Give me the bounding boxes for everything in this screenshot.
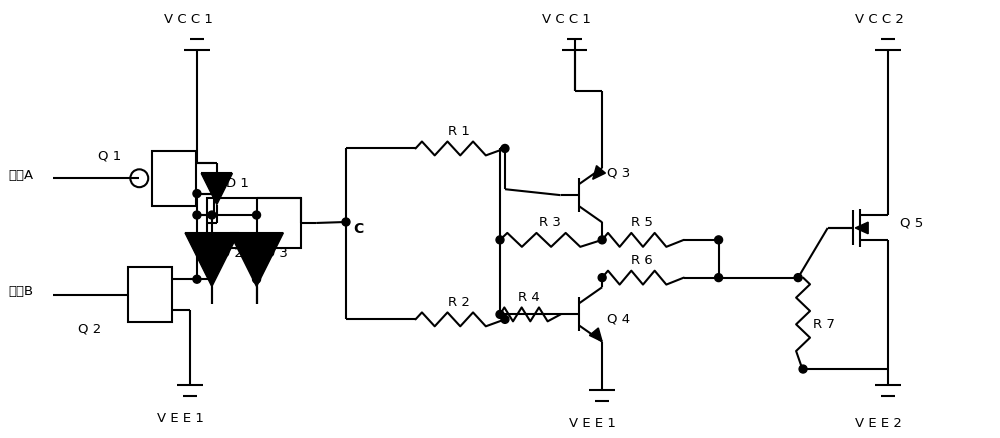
Polygon shape <box>593 166 605 179</box>
Text: Q 2: Q 2 <box>78 323 101 336</box>
Text: D 3: D 3 <box>265 247 287 260</box>
Text: R 3: R 3 <box>539 216 561 230</box>
Text: D 2: D 2 <box>220 247 243 260</box>
Text: V E E 2: V E E 2 <box>855 417 902 430</box>
Text: 信号A: 信号A <box>8 169 33 182</box>
Circle shape <box>715 236 723 244</box>
Circle shape <box>501 315 509 323</box>
Text: D 1: D 1 <box>226 177 249 190</box>
Text: R 5: R 5 <box>631 216 653 230</box>
Text: R 1: R 1 <box>448 125 470 138</box>
Text: Q 4: Q 4 <box>607 313 630 326</box>
Polygon shape <box>230 233 283 286</box>
Polygon shape <box>855 222 868 234</box>
Text: V E E 1: V E E 1 <box>569 417 616 430</box>
Circle shape <box>496 311 504 318</box>
Text: V C C 2: V C C 2 <box>855 13 904 26</box>
Text: Q 1: Q 1 <box>98 150 121 163</box>
Text: Q 3: Q 3 <box>607 167 631 180</box>
Text: R 6: R 6 <box>631 254 653 267</box>
Circle shape <box>342 218 350 226</box>
Circle shape <box>794 274 802 282</box>
Text: V C C 1: V C C 1 <box>542 13 591 26</box>
Circle shape <box>208 211 216 219</box>
Circle shape <box>598 236 606 244</box>
Text: R 2: R 2 <box>448 296 470 309</box>
Text: V C C 1: V C C 1 <box>164 13 213 26</box>
Text: R 7: R 7 <box>813 318 835 331</box>
Bar <box>207 198 301 248</box>
Circle shape <box>193 275 201 283</box>
Text: R 4: R 4 <box>518 291 540 304</box>
Text: V E E 1: V E E 1 <box>157 412 204 425</box>
Polygon shape <box>201 173 232 205</box>
Circle shape <box>496 236 504 244</box>
Circle shape <box>598 274 606 282</box>
Circle shape <box>501 145 509 152</box>
Polygon shape <box>185 233 239 286</box>
Circle shape <box>715 274 723 282</box>
Text: 信号B: 信号B <box>8 285 33 298</box>
Circle shape <box>253 211 261 219</box>
Text: Q 5: Q 5 <box>900 216 923 230</box>
Bar <box>128 267 172 322</box>
Polygon shape <box>589 328 602 342</box>
Circle shape <box>799 365 807 373</box>
Circle shape <box>253 275 261 283</box>
Circle shape <box>193 190 201 198</box>
Circle shape <box>193 211 201 219</box>
Bar <box>152 151 196 205</box>
Text: C: C <box>353 222 363 236</box>
